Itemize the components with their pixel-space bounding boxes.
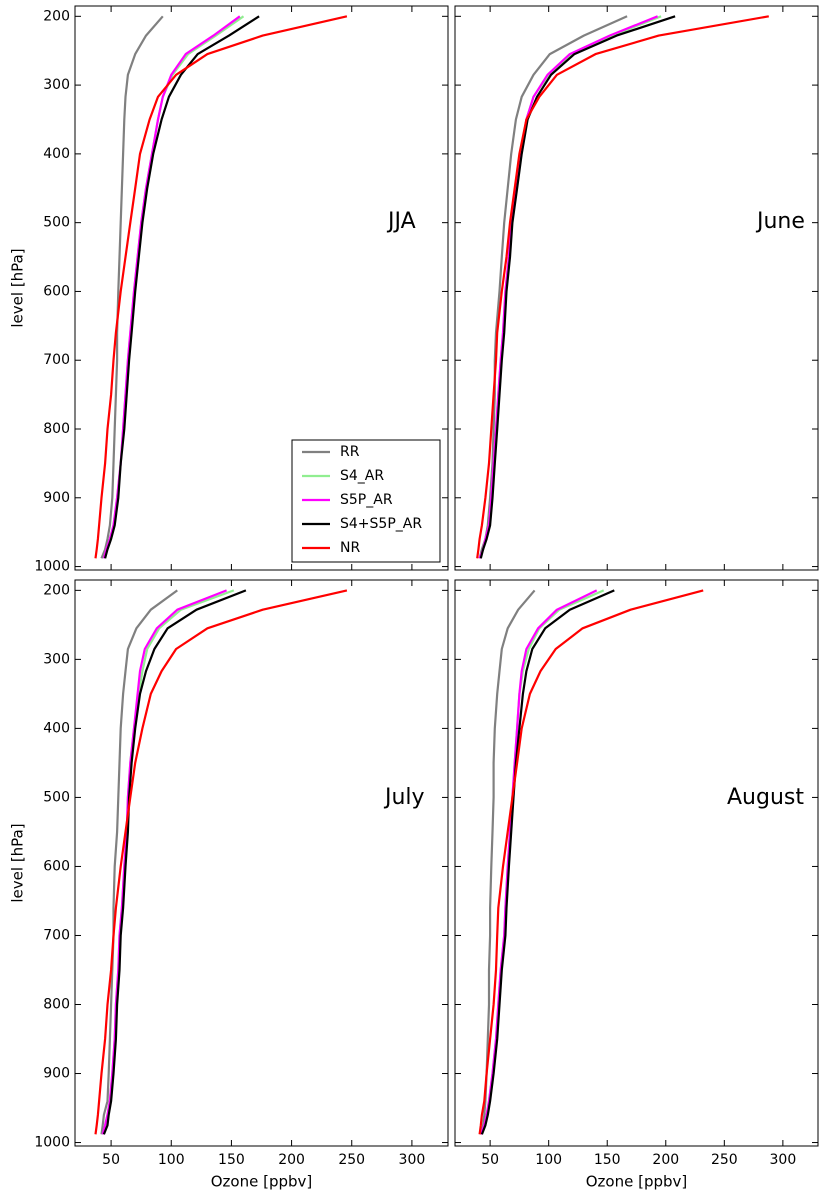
y-tick-label: 1000 bbox=[34, 1135, 70, 1151]
legend-label: S4+S5P_AR bbox=[340, 516, 422, 532]
y-tick-label: 500 bbox=[43, 215, 70, 231]
profile-line bbox=[94, 589, 348, 1135]
subplot: 50 100 150 200 250 300 200 300 400 500 600 700 800 90… bbox=[9, 579, 449, 1191]
subplot: June bbox=[454, 5, 819, 571]
legend-label: S5P_AR bbox=[340, 492, 393, 508]
subplot: 200 300 400 500 600 700 800 900 1000 JJA level [hP… bbox=[9, 5, 449, 575]
x-tick-label: 200 bbox=[278, 1152, 305, 1168]
y-tick-label: 400 bbox=[43, 720, 70, 736]
x-tick-label: 250 bbox=[338, 1152, 365, 1168]
profile-line bbox=[480, 589, 615, 1135]
y-tick-label: 500 bbox=[43, 789, 70, 805]
panel-annotation: August bbox=[727, 785, 804, 810]
y-tick-label: 200 bbox=[43, 8, 70, 24]
plot-area bbox=[94, 15, 348, 559]
panel-annotation: June bbox=[755, 209, 805, 234]
legend-label: S4_AR bbox=[340, 468, 384, 484]
x-axis-label: Ozone [ppbv] bbox=[586, 1173, 688, 1191]
y-tick-label: 900 bbox=[43, 490, 70, 506]
axes-frame bbox=[454, 5, 819, 571]
legend-label: NR bbox=[340, 540, 360, 556]
plot-area bbox=[94, 589, 348, 1135]
y-tick-label: 700 bbox=[43, 927, 70, 943]
profile-line bbox=[101, 589, 228, 1135]
x-tick-label: 200 bbox=[652, 1152, 679, 1168]
plot-area bbox=[478, 589, 704, 1135]
y-tick-label: 400 bbox=[43, 146, 70, 162]
y-axis-label: level [hPa] bbox=[9, 823, 27, 902]
y-tick-label: 300 bbox=[43, 77, 70, 93]
axes-frame bbox=[74, 5, 449, 571]
plot-area bbox=[476, 15, 769, 559]
y-tick-label: 800 bbox=[43, 997, 70, 1013]
panel-annotation: JJA bbox=[386, 209, 416, 234]
x-tick-label: 50 bbox=[102, 1152, 120, 1168]
legend-label: RR bbox=[340, 444, 360, 460]
x-tick-label: 50 bbox=[481, 1152, 499, 1168]
y-tick-label: 300 bbox=[43, 651, 70, 667]
profile-line bbox=[478, 15, 628, 559]
x-tick-label: 150 bbox=[218, 1152, 245, 1168]
y-tick-label: 800 bbox=[43, 421, 70, 437]
y-tick-label: 600 bbox=[43, 858, 70, 874]
x-tick-label: 100 bbox=[158, 1152, 185, 1168]
y-axis-label: level [hPa] bbox=[9, 248, 27, 327]
x-tick-label: 150 bbox=[594, 1152, 621, 1168]
profile-line bbox=[478, 589, 704, 1135]
y-tick-label: 700 bbox=[43, 352, 70, 368]
x-tick-label: 250 bbox=[711, 1152, 738, 1168]
x-axis-label: Ozone [ppbv] bbox=[211, 1173, 313, 1191]
profile-line bbox=[479, 589, 598, 1135]
y-tick-label: 600 bbox=[43, 283, 70, 299]
x-tick-label: 300 bbox=[399, 1152, 426, 1168]
y-tick-label: 900 bbox=[43, 1066, 70, 1082]
profile-line bbox=[94, 15, 348, 559]
profile-line bbox=[102, 15, 241, 559]
profile-line bbox=[100, 589, 178, 1135]
axes-frame bbox=[74, 579, 449, 1147]
y-tick-label: 1000 bbox=[34, 559, 70, 575]
axes-frame bbox=[454, 579, 819, 1147]
panel-annotation: July bbox=[383, 785, 425, 810]
profile-line bbox=[476, 15, 769, 559]
legend: RR S4_AR S5P_AR S4+S5P_AR NR bbox=[291, 439, 441, 563]
profile-line bbox=[104, 15, 260, 559]
x-tick-label: 100 bbox=[535, 1152, 562, 1168]
profile-line bbox=[100, 15, 164, 559]
subplot: 50 100 150 200 250 300 August Ozone [ppbv] bbox=[454, 579, 819, 1191]
y-tick-label: 200 bbox=[43, 582, 70, 598]
profile-line bbox=[479, 15, 676, 559]
profile-line bbox=[102, 589, 247, 1135]
x-tick-label: 300 bbox=[770, 1152, 797, 1168]
